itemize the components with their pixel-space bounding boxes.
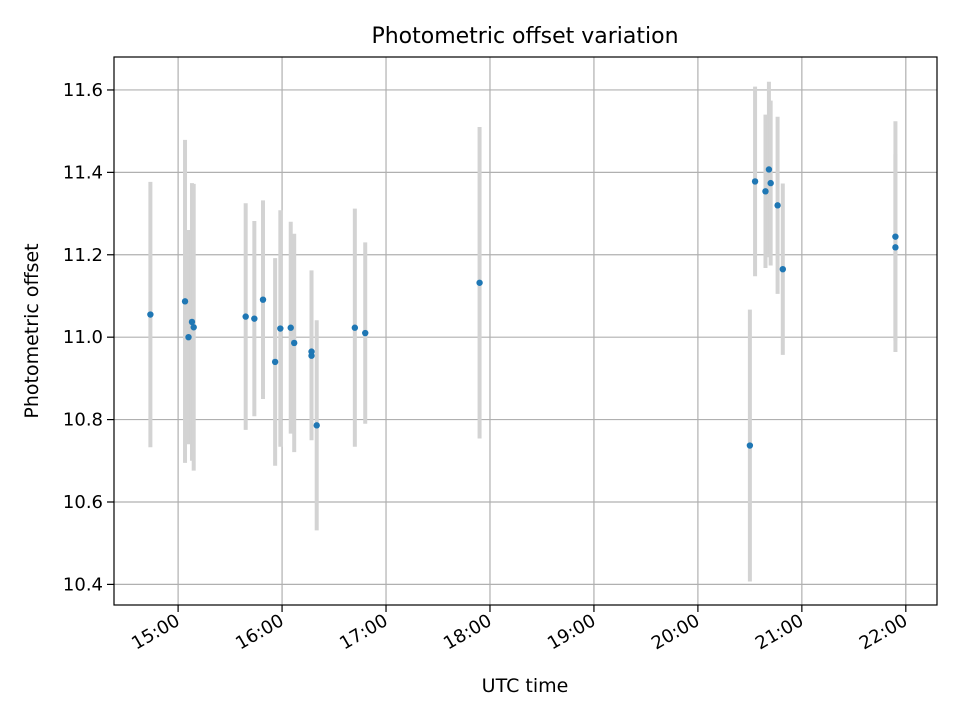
gridlines [114,57,937,605]
y-tick-label: 11.0 [63,327,103,348]
y-tick-label: 11.2 [63,245,103,266]
data-point [313,422,320,429]
data-point [188,318,196,326]
plot-frame [113,56,938,606]
chart-title: Photometric offset variation [371,24,678,49]
data-point [476,279,483,286]
data-point [277,325,284,332]
data-point [242,313,249,320]
data-point [290,339,298,347]
y-tick-label: 10.6 [63,492,103,513]
data-point [271,358,279,366]
data-point [185,333,192,341]
data-point [892,244,899,251]
y-axis-label: Photometric offset [21,243,43,418]
data-point [351,324,359,331]
data-point [362,329,369,337]
data-point [251,315,258,322]
x-axis-label: UTC time [482,675,569,697]
data-point [779,265,786,273]
data-point [308,348,315,355]
y-axis-ticks: 10.4 10.6 10.8 11.0 11.2 11.4 11.6 [63,80,114,595]
data-point [762,188,769,195]
data-point [147,311,154,318]
data-point [287,324,294,331]
y-tick-label: 10.4 [63,574,103,595]
y-tick-label: 10.8 [63,410,103,431]
data-point [190,324,197,331]
y-tick-label: 11.4 [63,162,103,183]
data-point [181,298,189,305]
data-points [147,166,899,449]
data-point [767,179,774,187]
data-point [765,166,773,173]
data-point [746,442,754,449]
data-point [774,202,781,209]
data-point [751,178,759,185]
data-point [259,296,267,303]
data-point [892,233,899,240]
y-tick-label: 11.6 [63,80,103,101]
